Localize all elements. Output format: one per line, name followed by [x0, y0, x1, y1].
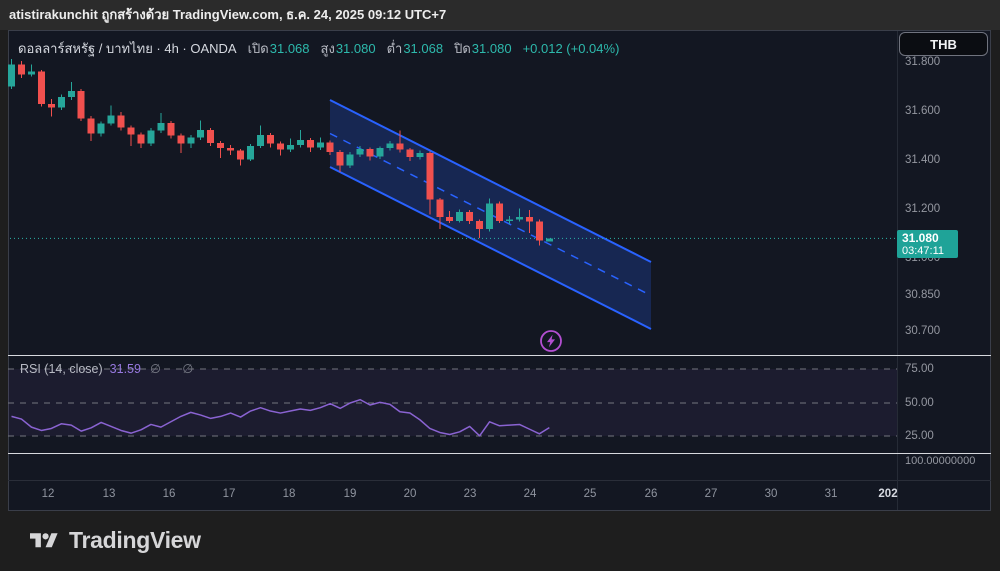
price-axis-label: 31.400	[905, 154, 941, 166]
time-axis-label: 31	[824, 488, 838, 500]
currency-button[interactable]: THB	[899, 32, 988, 56]
price-axis-label: 31.600	[905, 105, 941, 117]
main-price-chart[interactable]	[8, 30, 897, 355]
rsi-legend[interactable]: RSI (14, close) 31.59 ∅ ∅	[20, 362, 203, 376]
tradingview-logo-text: TradingView	[69, 527, 201, 553]
ohlc-open: เปิด31.068	[247, 41, 310, 56]
price-axis-label: 30.850	[905, 289, 941, 301]
rsi-empty-values: ∅ ∅	[149, 362, 203, 376]
time-axis-border	[8, 480, 991, 481]
price-axis-separator	[897, 31, 898, 510]
price-axis-label: 31.200	[905, 203, 941, 215]
rsi-axis-label: 75.00	[905, 363, 934, 375]
time-axis-label: 27	[704, 488, 718, 500]
symbol-title[interactable]: ดอลลาร์สหรัฐ / บาทไทย · 4h · OANDA	[18, 41, 237, 56]
price-change: +0.012 (+0.04%)	[522, 41, 620, 56]
collapsed-pane-scale-label: 100.00000000	[905, 455, 976, 467]
pane-separator[interactable]	[8, 453, 991, 454]
time-axis-label: 26	[644, 488, 658, 500]
rsi-axis-label: 50.00	[905, 397, 934, 409]
time-axis-label: 17	[222, 488, 236, 500]
time-axis-label: 18	[282, 488, 296, 500]
tradingview-logo-icon	[30, 532, 58, 547]
time-axis-label: 24	[523, 488, 537, 500]
time-axis-label: 25	[583, 488, 597, 500]
time-axis-label: 16	[162, 488, 176, 500]
time-axis-label: 23	[463, 488, 477, 500]
lightning-bolt-icon[interactable]	[538, 328, 564, 354]
time-axis-label: 20	[403, 488, 417, 500]
footer: TradingView	[30, 527, 201, 554]
time-axis-label: 12	[41, 488, 55, 500]
time-axis-label: 13	[102, 488, 116, 500]
time-axis-label: 30	[764, 488, 778, 500]
chart-legend: ดอลลาร์สหรัฐ / บาทไทย · 4h · OANDA เปิด3…	[18, 38, 619, 59]
time-axis-label: 202	[878, 488, 898, 500]
snapshot-attribution: atistirakunchit ถูกสร้างด้วย TradingView…	[0, 0, 1000, 30]
time-axis-label: 19	[343, 488, 357, 500]
last-price: 31.080	[902, 231, 939, 245]
ohlc-high: สูง31.080	[320, 41, 376, 56]
rsi-axis-label: 25.00	[905, 430, 934, 442]
chart-widget	[8, 30, 991, 511]
price-axis-label: 30.700	[905, 325, 941, 337]
ohlc-close: ปิด31.080	[454, 41, 512, 56]
ohlc-low: ต่ำ31.068	[386, 41, 444, 56]
pane-separator[interactable]	[8, 355, 991, 356]
price-axis-label: 31.800	[905, 56, 941, 68]
bar-countdown: 03:47:11	[902, 245, 945, 257]
rsi-value: 31.59	[109, 362, 141, 376]
last-price-badge: 31.080 03:47:11	[897, 230, 958, 258]
rsi-indicator-pane[interactable]	[8, 355, 897, 453]
